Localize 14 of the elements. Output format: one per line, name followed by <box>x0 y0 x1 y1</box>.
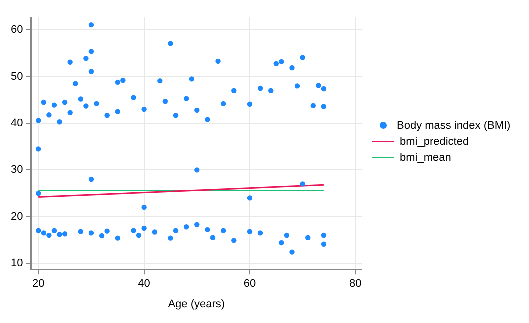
y-tick-label: 40 <box>10 118 24 130</box>
x-tick-label: 40 <box>138 278 150 290</box>
legend-label: Body mass index (BMI) <box>397 120 511 132</box>
y-tick-label: 60 <box>10 24 24 36</box>
x-axis-title: Age (years) <box>168 298 226 310</box>
x-tick-label: 60 <box>244 278 256 290</box>
x-tick-label: 20 <box>32 278 45 290</box>
y-tick-label: 10 <box>10 258 24 270</box>
y-tick-label: 30 <box>10 164 24 176</box>
legend-label: bmi_mean <box>400 152 452 164</box>
y-tick-label: 50 <box>10 70 24 83</box>
legend-label: bmi_predicted <box>400 136 470 148</box>
x-tick-label: 80 <box>350 278 362 290</box>
y-tick-label: 20 <box>10 210 24 223</box>
